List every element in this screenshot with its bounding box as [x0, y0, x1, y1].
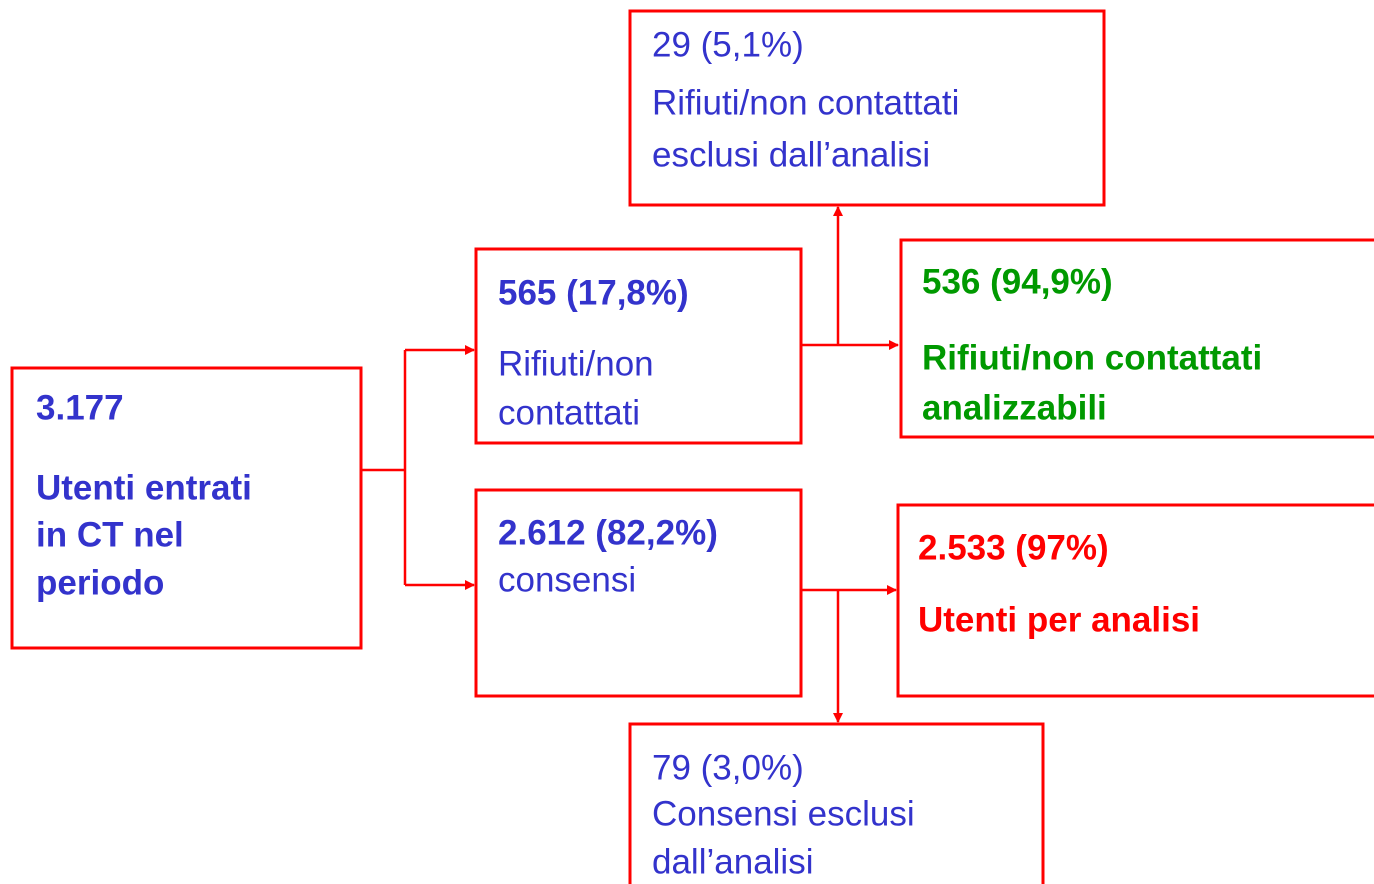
- node-text: analizzabili: [922, 388, 1107, 427]
- node-text: Utenti entrati: [36, 468, 252, 507]
- box-refusals-analyzable: [899, 238, 1374, 439]
- node-text: esclusi dall’analisi: [652, 135, 930, 174]
- box-consents: [474, 488, 803, 698]
- node-text: Consensi esclusi: [652, 794, 915, 833]
- connector: [361, 350, 407, 585]
- node-text: 2.533 (97%): [918, 528, 1109, 567]
- box-consents-excluded: [628, 722, 1045, 884]
- node-text: consensi: [498, 560, 636, 599]
- node-text: 29 (5,1%): [652, 25, 804, 64]
- node-text: periodo: [36, 563, 164, 602]
- box-refusals: [474, 247, 803, 445]
- node-text: 536 (94,9%): [922, 262, 1113, 301]
- node-text: 79 (3,0%): [652, 748, 804, 787]
- node-text: 565 (17,8%): [498, 273, 689, 312]
- node-text: Rifiuti/non contattati: [922, 338, 1262, 377]
- box-users-entered: [10, 366, 363, 650]
- node-text: 3.177: [36, 388, 124, 427]
- node-text: in CT nel: [36, 515, 184, 554]
- box-refusals-excluded: [628, 9, 1106, 207]
- connectors: [361, 206, 899, 723]
- node-text: Rifiuti/non: [498, 344, 654, 383]
- node-text: 2.612 (82,2%): [498, 513, 718, 552]
- node-text: Utenti per analisi: [918, 600, 1200, 639]
- node-text: Rifiuti/non contattati: [652, 83, 959, 122]
- box-users-analysis: [896, 503, 1374, 698]
- node-text: contattati: [498, 393, 640, 432]
- node-text: dall’analisi: [652, 842, 813, 881]
